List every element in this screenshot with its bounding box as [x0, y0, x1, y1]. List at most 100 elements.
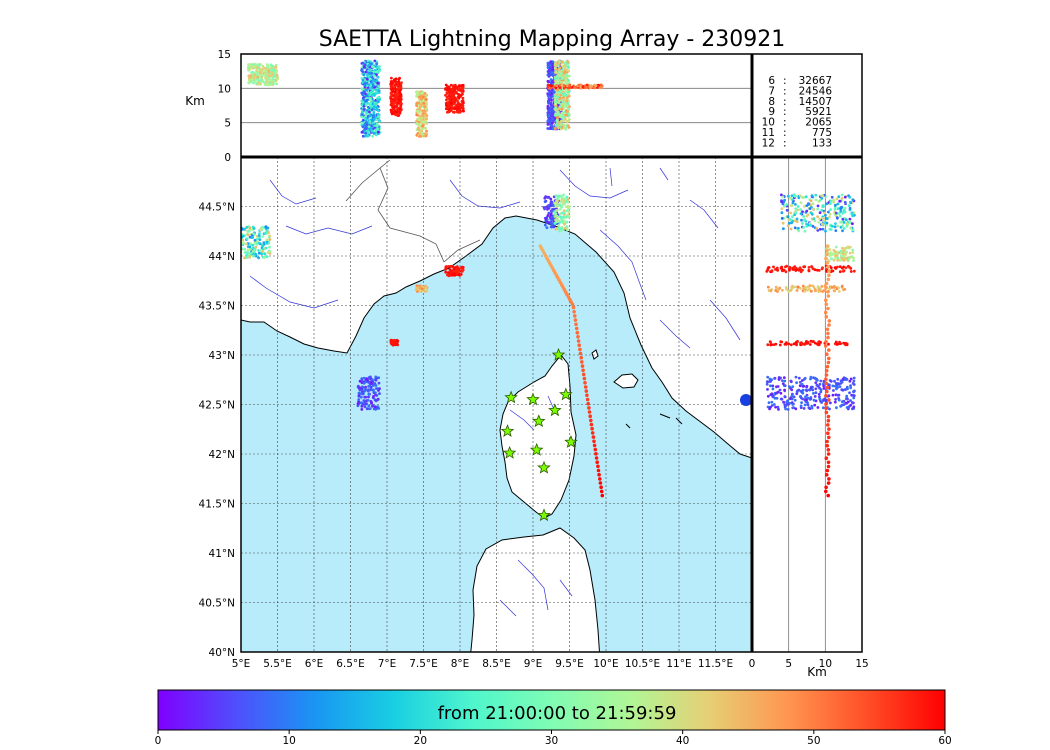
colorbar-gradient — [157, 689, 946, 731]
source-point — [789, 196, 792, 200]
source-point — [395, 105, 398, 108]
source-point — [365, 88, 369, 92]
source-point — [842, 259, 846, 262]
source-point — [807, 202, 811, 206]
source-point — [447, 103, 451, 107]
source-point — [360, 113, 364, 116]
source-point — [772, 403, 776, 406]
source-point — [802, 215, 806, 218]
source-point — [836, 377, 840, 381]
source-point — [832, 200, 836, 204]
track-point — [589, 418, 593, 423]
track-point — [824, 369, 829, 373]
source-point — [363, 99, 366, 102]
track-point — [827, 273, 831, 278]
source-point — [374, 391, 377, 395]
source-point — [794, 211, 798, 215]
source-point — [814, 193, 818, 197]
source-point — [801, 397, 804, 401]
track-point — [824, 406, 828, 411]
longitude-tick-label: 8.5°E — [482, 658, 511, 670]
source-point — [805, 224, 809, 228]
source-point — [368, 407, 371, 411]
track-point — [826, 306, 830, 311]
source-point — [549, 60, 553, 63]
source-point — [548, 63, 552, 67]
source-point — [364, 385, 367, 389]
source-point — [550, 84, 553, 88]
source-point — [852, 376, 856, 380]
track-point — [826, 460, 831, 465]
source-point — [786, 408, 790, 411]
source-point — [774, 285, 778, 289]
source-point — [265, 67, 269, 71]
source-point — [373, 124, 377, 127]
source-point — [550, 71, 554, 75]
source-point — [362, 399, 366, 402]
longitude-tick-label: 9.5°E — [555, 658, 584, 670]
source-point — [780, 379, 784, 382]
track-point — [824, 339, 828, 344]
source-point — [372, 395, 375, 398]
source-point — [820, 208, 824, 212]
source-point — [361, 81, 365, 84]
source-point — [378, 65, 381, 69]
source-point — [371, 65, 374, 68]
track-point — [826, 335, 830, 340]
source-point — [821, 204, 825, 207]
source-point — [794, 285, 797, 289]
station-count-label: 8 — [768, 96, 775, 108]
source-point — [834, 203, 837, 207]
source-point — [786, 224, 790, 228]
source-point — [832, 198, 836, 202]
source-point — [768, 384, 772, 388]
source-point — [358, 388, 362, 392]
source-point — [377, 130, 380, 134]
source-point — [376, 97, 379, 101]
source-point — [248, 226, 252, 230]
source-point — [453, 273, 457, 277]
source-point — [813, 288, 817, 292]
source-point — [787, 218, 791, 222]
station-count-panel: 6:326677:245468:145079:592110:206511:775… — [752, 54, 862, 157]
source-point — [556, 61, 559, 65]
source-point — [828, 379, 832, 382]
source-point — [250, 66, 254, 69]
source-point — [564, 82, 568, 86]
source-point — [362, 96, 365, 100]
colorbar-tick-label: 30 — [545, 735, 558, 747]
source-point — [845, 378, 849, 381]
source-point — [804, 395, 807, 399]
source-point — [546, 73, 550, 77]
source-point — [451, 93, 455, 96]
source-point — [445, 103, 448, 107]
source-point — [830, 195, 834, 199]
source-point — [558, 203, 562, 207]
source-point — [822, 216, 825, 220]
source-point — [378, 68, 381, 71]
source-point — [775, 396, 779, 400]
source-point — [802, 384, 806, 388]
source-point — [795, 217, 799, 221]
source-point — [834, 229, 838, 233]
source-point — [803, 376, 807, 380]
source-point — [360, 377, 364, 381]
source-point — [357, 391, 361, 395]
source-point — [811, 202, 815, 206]
source-point — [365, 111, 368, 114]
source-point — [547, 211, 551, 215]
track-point — [593, 447, 598, 452]
source-point — [797, 229, 800, 233]
source-point — [809, 375, 813, 379]
track-point — [594, 452, 598, 456]
source-point — [829, 401, 832, 405]
source-point — [824, 399, 828, 403]
source-point — [584, 85, 588, 89]
source-point — [787, 221, 791, 225]
source-point — [263, 232, 267, 235]
source-point — [822, 384, 825, 388]
source-point — [798, 266, 802, 270]
source-point — [550, 108, 554, 112]
source-point — [796, 339, 799, 343]
longitude-tick-label: 11°E — [666, 658, 691, 670]
